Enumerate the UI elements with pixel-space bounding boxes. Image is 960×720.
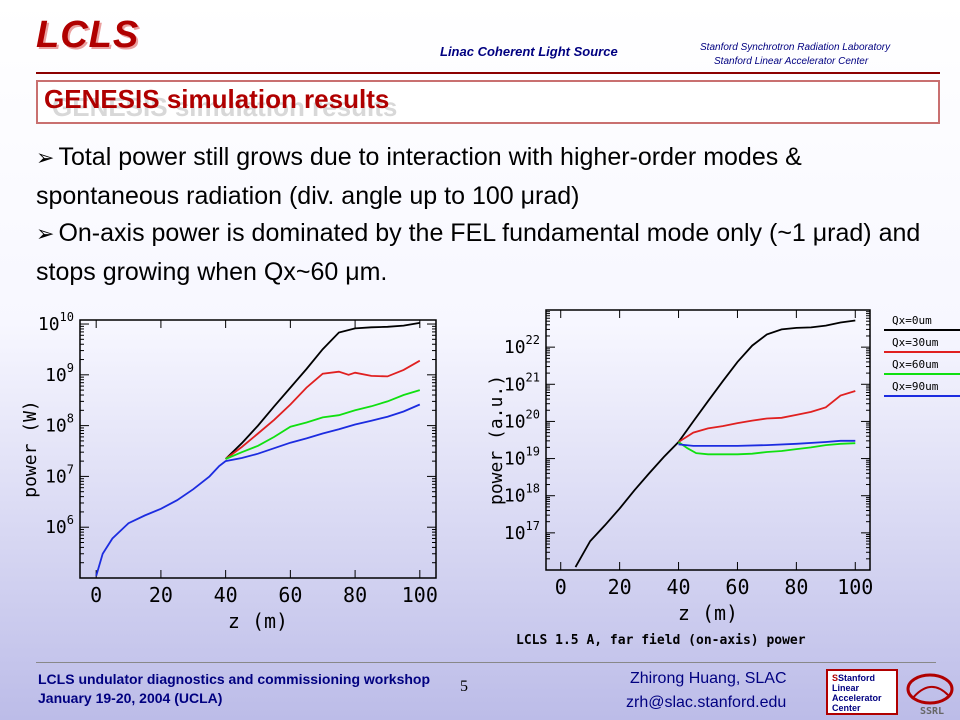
x-tick-label: 80 (343, 583, 367, 607)
header-subtitle: Linac Coherent Light Source (440, 44, 618, 59)
slac-logo-line: Center (832, 703, 861, 713)
ssrl-logo-text: SSRL (920, 706, 944, 717)
x-tick-label: 100 (402, 583, 438, 607)
y-tick-label: 107 (45, 462, 74, 487)
slac-logo-line: Accelerator (832, 693, 882, 703)
x-tick-label: 0 (90, 583, 102, 607)
x-tick-label: 20 (608, 575, 632, 599)
series-line-green (677, 441, 856, 456)
legend-label: Qx=0um (892, 314, 932, 327)
title-shadow: GENESIS simulation results (52, 92, 398, 122)
ssrl-logo: SSRL (906, 673, 954, 717)
y-tick-label: 1019 (504, 445, 540, 470)
y-tick-label: 1022 (504, 333, 540, 358)
y-axis-label: power (a.u.) (486, 375, 507, 505)
series-line-red (225, 359, 421, 460)
chart-title: LCLS 1.5 A, far field (on-axis) power (516, 633, 806, 648)
x-axis-label: z (m) (678, 601, 738, 625)
y-tick-label: 109 (45, 361, 74, 386)
series-line-blue (678, 439, 856, 447)
bullet-arrow-icon: ➢ (36, 145, 55, 170)
bullet-1: ➢ Total power still grows due to interact… (36, 138, 936, 215)
bullet-arrow-icon: ➢ (36, 221, 55, 246)
slide-title: GENESIS simulation results (44, 84, 390, 114)
y-tick-label: 1010 (38, 310, 74, 335)
legend-label: Qx=30um (892, 336, 939, 349)
y-tick-label: 1018 (504, 482, 540, 507)
x-tick-label: 100 (837, 575, 873, 599)
x-tick-label: 40 (214, 583, 238, 607)
y-tick-label: 1020 (504, 407, 540, 432)
y-tick-label: 1021 (504, 370, 540, 395)
header-org-line-1: Stanford Synchrotron Radiation Laborator… (700, 42, 891, 53)
legend-label: Qx=90um (892, 380, 939, 393)
series-line-black (574, 319, 856, 568)
chart-total-power: 0 20 40 60 80 100 106 107 108 109 1010 z (m) power (… (20, 310, 438, 633)
bullet-2: ➢ On-axis power is dominated by the FEL f… (36, 214, 936, 291)
lcls-logo: LCLS (36, 14, 140, 56)
x-tick-label: 40 (666, 575, 690, 599)
y-axis-label: power (W) (20, 400, 41, 498)
y-tick-label: 108 (45, 412, 74, 437)
footer-rule (36, 662, 936, 663)
series-line-red (678, 390, 856, 443)
footer-date: January 19-20, 2004 (UCLA) (38, 690, 223, 706)
series-line-black (224, 322, 420, 460)
x-axis-label: z (m) (228, 609, 288, 633)
x-tick-label: 60 (278, 583, 302, 607)
footer-workshop: LCLS undulator diagnostics and commissio… (38, 671, 431, 687)
x-tick-label: 80 (784, 575, 808, 599)
series-line-green (225, 389, 421, 460)
y-tick-label: 106 (45, 513, 74, 538)
plot-frame (79, 319, 437, 579)
title-box (36, 80, 940, 124)
plot-frame (545, 309, 871, 571)
x-tick-label: 60 (725, 575, 749, 599)
x-tick-label: 0 (555, 575, 567, 599)
legend-label: Qx=60um (892, 358, 939, 371)
x-tick-label: 20 (149, 583, 173, 607)
footer-author: Zhirong Huang, SLAC (630, 670, 787, 687)
header-rule (36, 72, 940, 74)
legend: Qx=0um Qx=30um Qx=60um Qx=90um (884, 314, 960, 397)
y-tick-label: 1017 (504, 519, 540, 544)
slac-logo-line: SStanford (832, 673, 876, 683)
slac-logo: SStanford Linear Accelerator Center (826, 669, 898, 715)
header-org-line-2: Stanford Linear Accelerator Center (714, 56, 869, 67)
footer-email: zrh@slac.stanford.edu (626, 694, 787, 711)
slac-logo-line: Linear (832, 683, 860, 693)
series-line-blue (95, 403, 421, 577)
chart-on-axis-power: 0 20 40 60 80 100 1017 1018 1019 1020 1021 1022 z (m… (486, 309, 873, 648)
bullet-2-text: On-axis power is dominated by the FEL fu… (36, 219, 921, 286)
bullet-1-text: Total power still grows due to interacti… (36, 143, 802, 210)
page-number: 5 (460, 678, 468, 695)
